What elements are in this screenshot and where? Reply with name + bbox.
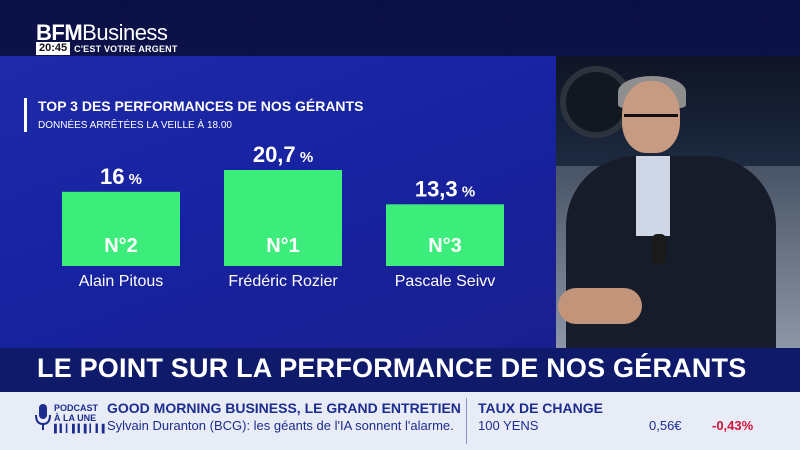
category-label: Pascale Seivv	[395, 273, 496, 290]
fx-item: 100 YENS	[478, 418, 539, 433]
rank-label: N°2	[104, 235, 138, 257]
rank-label: N°3	[428, 235, 462, 257]
headline-text: LE POINT SUR LA PERFORMANCE DE NOS GÉRAN…	[37, 353, 747, 383]
title-accent-rule	[24, 98, 27, 132]
bar-1	[62, 191, 180, 266]
ticker-divider	[466, 398, 467, 444]
channel-logo: BFMBusiness	[36, 20, 168, 45]
bar-3	[386, 204, 504, 266]
category-label: Alain Pitous	[79, 273, 164, 290]
microphone-icon	[652, 234, 666, 264]
presenter-video	[556, 56, 800, 348]
category-label: Frédéric Rozier	[228, 273, 338, 290]
rank-label: N°1	[266, 235, 300, 257]
guest-head	[622, 81, 680, 153]
fx-change: -0,43%	[712, 418, 754, 433]
guest-glasses	[624, 114, 678, 131]
value-label: 20,7 %	[253, 142, 313, 167]
guest-hand	[558, 288, 642, 324]
value-label: 13,3 %	[415, 176, 475, 201]
podcast-mic-icon	[35, 404, 51, 430]
ticker-bar	[0, 392, 800, 450]
ticker-show-text: Sylvain Duranton (BCG): les géants de l'…	[107, 418, 454, 433]
chart-title: TOP 3 DES PERFORMANCES DE NOS GÉRANTS	[38, 98, 364, 114]
headline-bar	[0, 348, 800, 392]
ticker-show-title: GOOD MORNING BUSINESS, LE GRAND ENTRETIE…	[107, 400, 461, 416]
clock-time: 20:45	[36, 42, 71, 55]
bar-2	[224, 170, 342, 266]
fx-value: 0,56€	[649, 418, 682, 433]
guest-shirt	[636, 156, 670, 236]
chart-subtitle: DONNÉES ARRÊTÉES LA VEILLE À 18.00	[38, 120, 232, 131]
bar-chart: N°2 16 % Alain Pitous N°1 20,7 % Frédéric Roz…	[62, 142, 504, 290]
chart-panel: TOP 3 DES PERFORMANCES DE NOS GÉRANTS DO…	[0, 56, 556, 348]
program-slogan: C'EST VOTRE ARGENT	[74, 43, 178, 54]
value-label: 16 %	[100, 164, 142, 189]
podcast-label: PODCAST À LA UNE	[54, 403, 99, 423]
fx-title: TAUX DE CHANGE	[478, 400, 603, 416]
audio-wave-icon: ▌▍▎▌▍▌▎▍▌	[54, 424, 108, 433]
clock-bar: 20:45 C'EST VOTRE ARGENT	[36, 42, 178, 55]
